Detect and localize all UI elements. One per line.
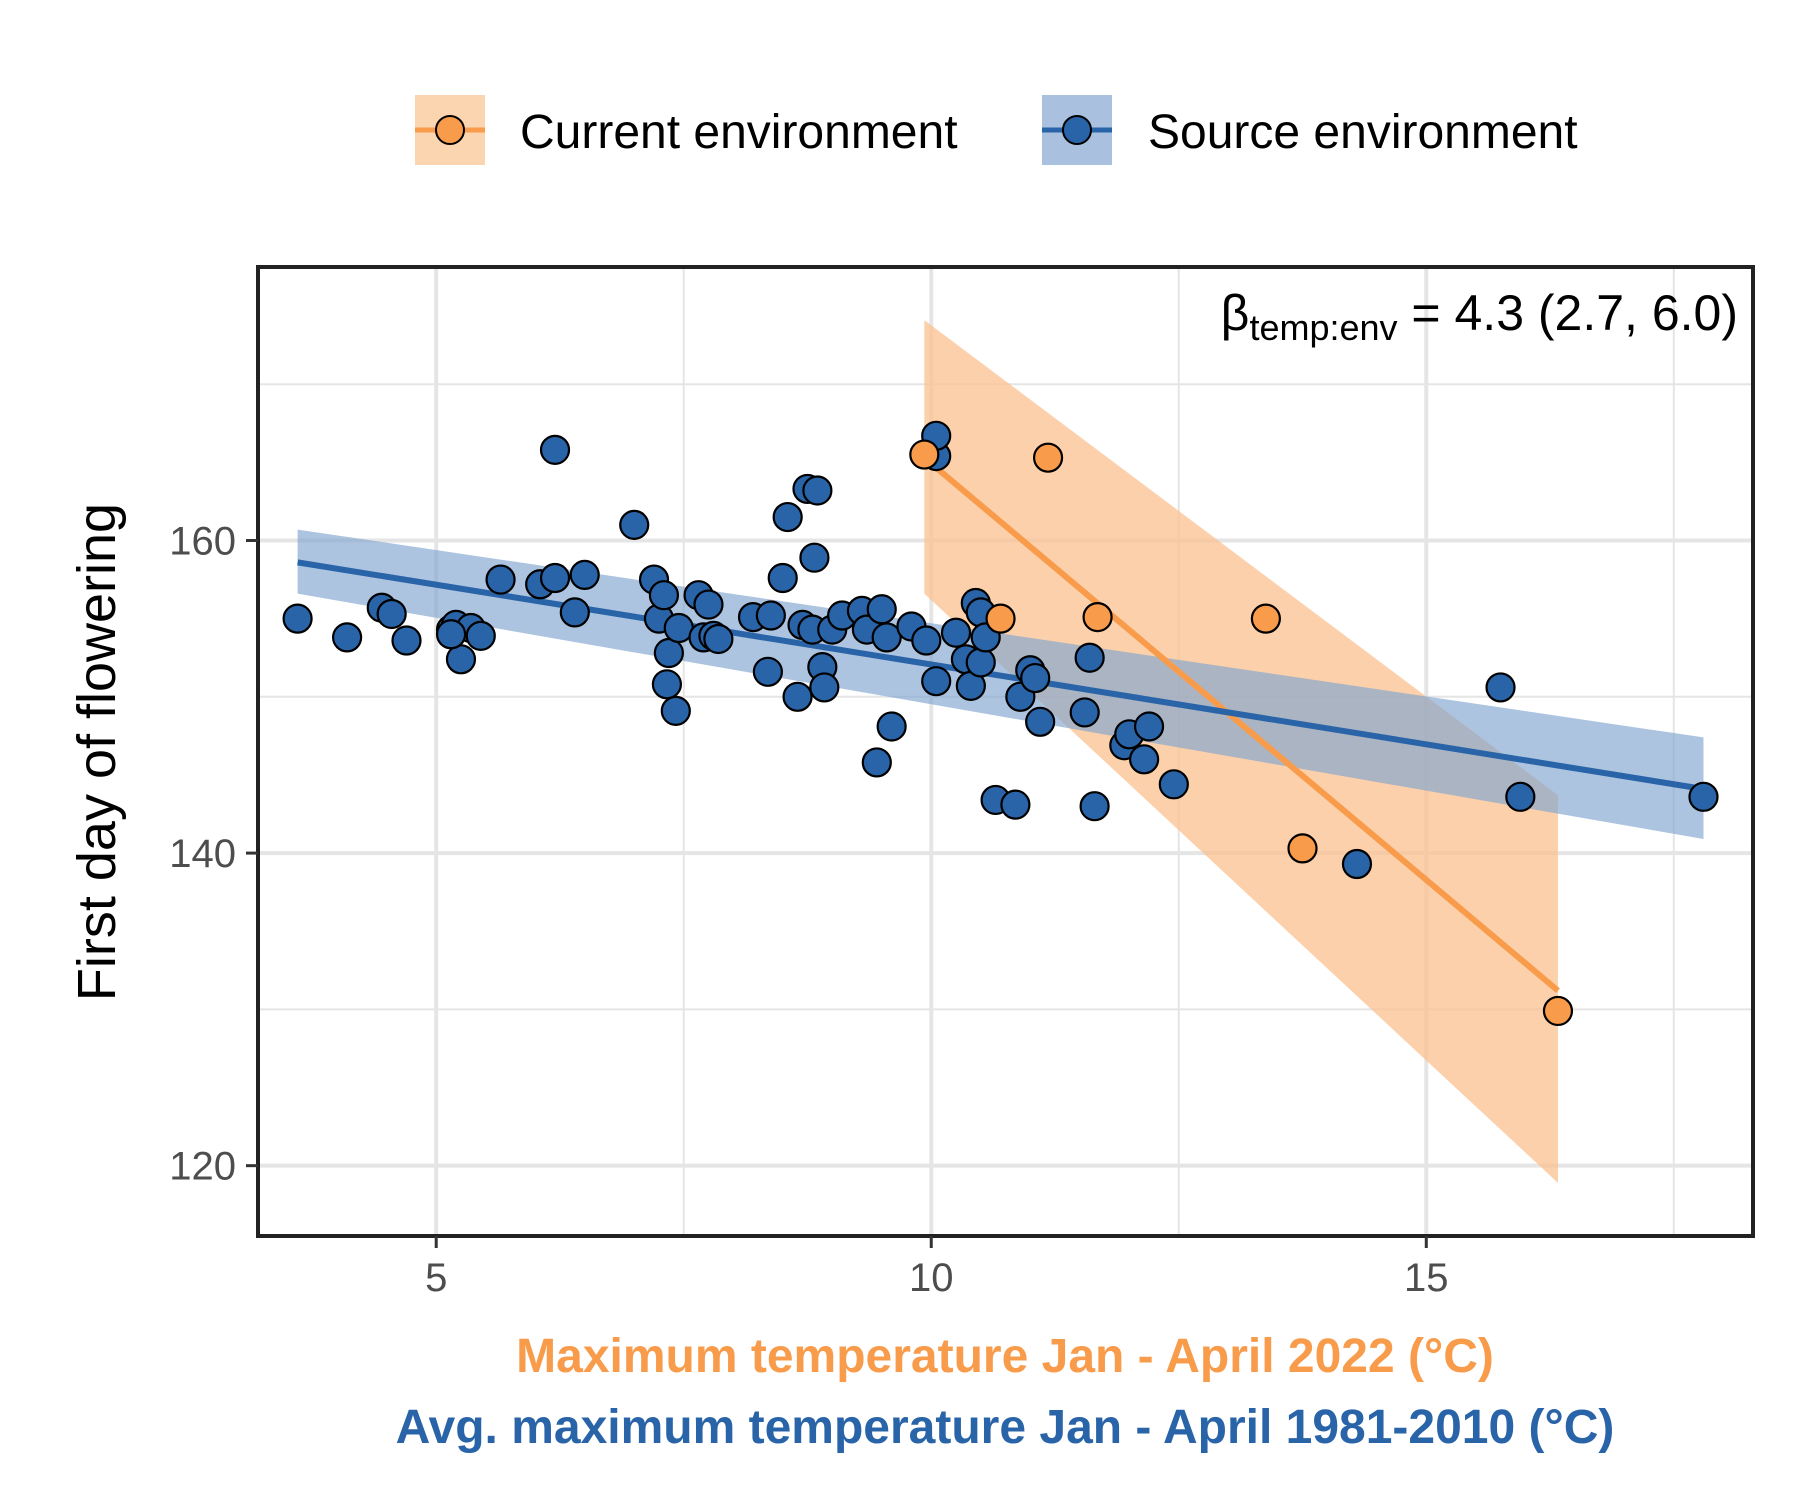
source-point	[1485, 672, 1516, 703]
panel-border	[256, 265, 1755, 1238]
fit-lines	[297, 455, 1704, 993]
source-point	[660, 695, 691, 726]
source-point	[1025, 706, 1056, 737]
source-point	[653, 637, 684, 669]
source-point	[1000, 789, 1031, 820]
source-point	[755, 600, 786, 631]
x-axis: 5 10 15	[425, 1236, 1449, 1300]
source-point	[1133, 711, 1165, 742]
source-point	[866, 594, 897, 625]
beta-subscript: temp:env	[1249, 307, 1397, 348]
source-point	[376, 598, 407, 630]
beta-annotation: βtemp:env = 4.3 (2.7, 6.0)	[1221, 285, 1738, 348]
source-point	[539, 562, 571, 594]
source-point	[772, 501, 803, 533]
source-point	[1158, 769, 1189, 800]
source-point	[569, 559, 600, 590]
source-point	[940, 617, 972, 648]
source-point	[911, 625, 942, 656]
current-point	[985, 603, 1016, 634]
source-point	[465, 620, 496, 651]
source-point	[1688, 781, 1719, 812]
source-point	[1129, 744, 1160, 775]
source-point	[648, 580, 680, 611]
legend: Current environment Source environment	[415, 95, 1578, 165]
source-point	[921, 666, 952, 697]
beta-value: = 4.3 (2.7, 6.0)	[1398, 285, 1738, 341]
source-point	[1069, 697, 1100, 728]
source-point	[1079, 791, 1110, 822]
source-point	[965, 647, 996, 678]
legend-label-current: Current environment	[520, 106, 958, 159]
source-point	[876, 711, 907, 742]
source-point	[861, 747, 892, 778]
source-point	[1074, 642, 1105, 673]
current-point	[1250, 603, 1281, 634]
source-point	[435, 619, 467, 650]
y-tick-label: 120	[169, 1145, 236, 1189]
confidence-bands	[297, 320, 1704, 1183]
source-confidence-band	[297, 529, 1704, 840]
source-point	[391, 625, 422, 656]
source-point	[619, 509, 650, 540]
source-point	[703, 623, 734, 655]
current-fit-line	[922, 455, 1560, 993]
source-point	[539, 434, 571, 465]
source-point	[1505, 781, 1536, 812]
y-tick-label: 160	[169, 520, 236, 564]
source-fit-line	[297, 559, 1704, 792]
beta-symbol: β	[1221, 285, 1250, 341]
current-point	[1082, 601, 1113, 633]
x-axis-title-source: Avg. maximum temperature Jan - April 198…	[396, 1401, 1615, 1454]
current-point	[909, 439, 940, 470]
current-point	[1287, 833, 1318, 864]
legend-key-source-marker	[1062, 115, 1092, 145]
y-tick-label: 140	[169, 832, 236, 876]
legend-item-current: Current environment	[415, 95, 958, 165]
source-point	[559, 597, 590, 628]
x-tick-label: 10	[909, 1256, 954, 1300]
source-point	[799, 542, 830, 573]
source-point	[871, 622, 902, 653]
source-point	[802, 475, 833, 506]
source-point	[1020, 662, 1051, 694]
y-axis: 120 140 160	[169, 520, 258, 1189]
source-point	[445, 644, 477, 675]
source-point	[1341, 848, 1373, 880]
legend-item-source: Source environment	[1042, 95, 1578, 165]
source-point	[809, 672, 840, 703]
current-point	[1542, 995, 1574, 1027]
y-axis-title: First day of flowering	[67, 503, 127, 1001]
legend-key-current-marker	[435, 115, 465, 145]
source-point	[767, 562, 798, 594]
source-point	[782, 681, 813, 712]
x-tick-label: 5	[425, 1256, 447, 1300]
x-axis-title-current: Maximum temperature Jan - April 2022 (°C…	[516, 1330, 1494, 1383]
source-point	[485, 564, 516, 595]
source-point	[282, 603, 313, 634]
data-points	[282, 420, 1719, 1027]
plot-panel: 5 10 15 120 140 160	[169, 265, 1755, 1300]
source-point	[752, 656, 783, 687]
source-point	[651, 669, 682, 700]
legend-label-source: Source environment	[1148, 106, 1578, 159]
source-point	[332, 622, 363, 653]
current-point	[1032, 442, 1064, 473]
x-tick-label: 15	[1404, 1256, 1449, 1300]
source-point	[693, 589, 724, 620]
